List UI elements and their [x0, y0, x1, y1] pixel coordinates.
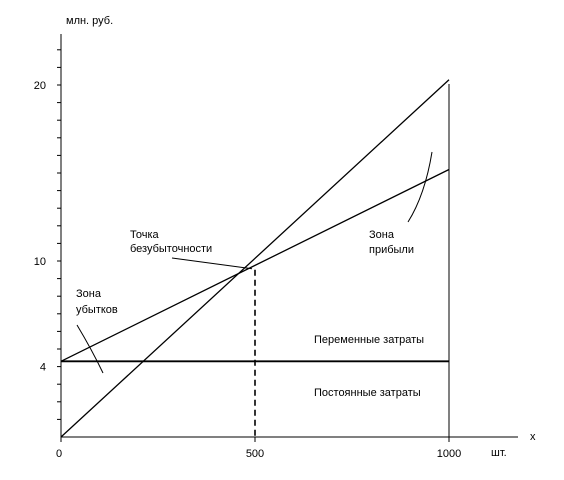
loss-zone-label-line2: убытков [76, 304, 118, 316]
x-axis-label: x [530, 431, 536, 443]
profit-zone-label-line2: прибыли [369, 244, 414, 256]
break-even-label-line2: безубыточности [130, 243, 212, 255]
total-cost-line [60, 168, 450, 362]
y-minor-ticks [57, 49, 450, 442]
y-tick-label: 4 [40, 362, 46, 374]
loss-zone-label-line1: Зона [76, 288, 102, 300]
x-tick-label: 1000 [437, 448, 461, 460]
x-tick-label: 500 [246, 448, 264, 460]
y-tick-label: 20 [34, 80, 46, 92]
y-axis-label: млн. руб. [66, 15, 113, 27]
x-tick-label: 0 [56, 448, 62, 460]
series-lines [60, 79, 450, 438]
loss-zone-leader [76, 324, 104, 374]
axes [60, 34, 518, 438]
profit-zone-label-line1: Зона [369, 229, 395, 241]
total-revenue-line [60, 79, 450, 438]
profit-zone-leader [407, 151, 433, 223]
x-unit-label: шт. [491, 447, 507, 459]
labels: млн. руб. x шт. 4 10 20 0 500 1000 Точка безубыточ… [34, 15, 536, 460]
variable-costs-label: Переменные затраты [314, 334, 424, 346]
break-even-leader [171, 257, 253, 270]
fixed-costs-label: Постоянные затраты [314, 387, 421, 399]
break-even-label-line1: Точка [130, 229, 160, 241]
y-tick-label: 10 [34, 256, 46, 268]
